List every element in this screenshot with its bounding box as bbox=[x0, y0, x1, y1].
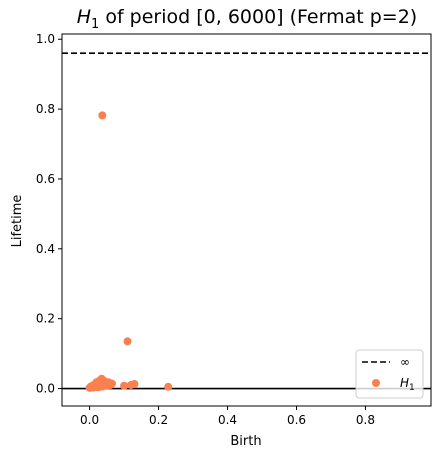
legend-h1-label: H1 bbox=[400, 376, 415, 393]
legend-infinity-label: ∞ bbox=[400, 355, 410, 369]
data-point bbox=[120, 381, 129, 390]
chart-title-math: H bbox=[77, 6, 91, 28]
x-tick-label: 0.4 bbox=[218, 413, 237, 427]
x-axis-label: Birth bbox=[230, 434, 261, 449]
chart-title-rest: of period [0, 6000] (Fermat p=2) bbox=[105, 6, 417, 28]
y-tick-label: 0.6 bbox=[36, 172, 55, 186]
chart-title: H1 of period [0, 6000] (Fermat p=2) bbox=[77, 6, 417, 32]
y-tick-label: 0.4 bbox=[36, 242, 55, 256]
y-tick-label: 0.0 bbox=[36, 382, 55, 396]
x-tick-label: 0.2 bbox=[149, 413, 168, 427]
plot-frame bbox=[61, 33, 432, 407]
legend-h1-name: H bbox=[400, 376, 409, 390]
y-axis-label: Lifetime bbox=[10, 195, 25, 248]
data-point bbox=[126, 381, 135, 390]
data-point bbox=[85, 383, 94, 392]
chart-title-math-sub: 1 bbox=[91, 17, 99, 32]
legend-h1-sub: 1 bbox=[409, 383, 415, 393]
x-tick-label: 0.0 bbox=[80, 413, 99, 427]
data-point bbox=[123, 337, 132, 346]
y-tick-label: 0.8 bbox=[36, 102, 55, 116]
legend-h1-swatch bbox=[372, 379, 380, 387]
legend: ∞ H1 bbox=[355, 349, 424, 399]
data-point bbox=[164, 382, 173, 391]
x-tick-label: 0.6 bbox=[287, 413, 306, 427]
data-point bbox=[98, 111, 107, 120]
y-tick-label: 1.0 bbox=[36, 32, 55, 46]
x-tick-label: 0.8 bbox=[356, 413, 375, 427]
plot-area: 0.0 0.2 0.4 0.6 0.8 0.0 0.2 0.4 0.6 0.8 1.0 bbox=[36, 32, 432, 427]
y-tick-label: 0.2 bbox=[36, 312, 55, 326]
